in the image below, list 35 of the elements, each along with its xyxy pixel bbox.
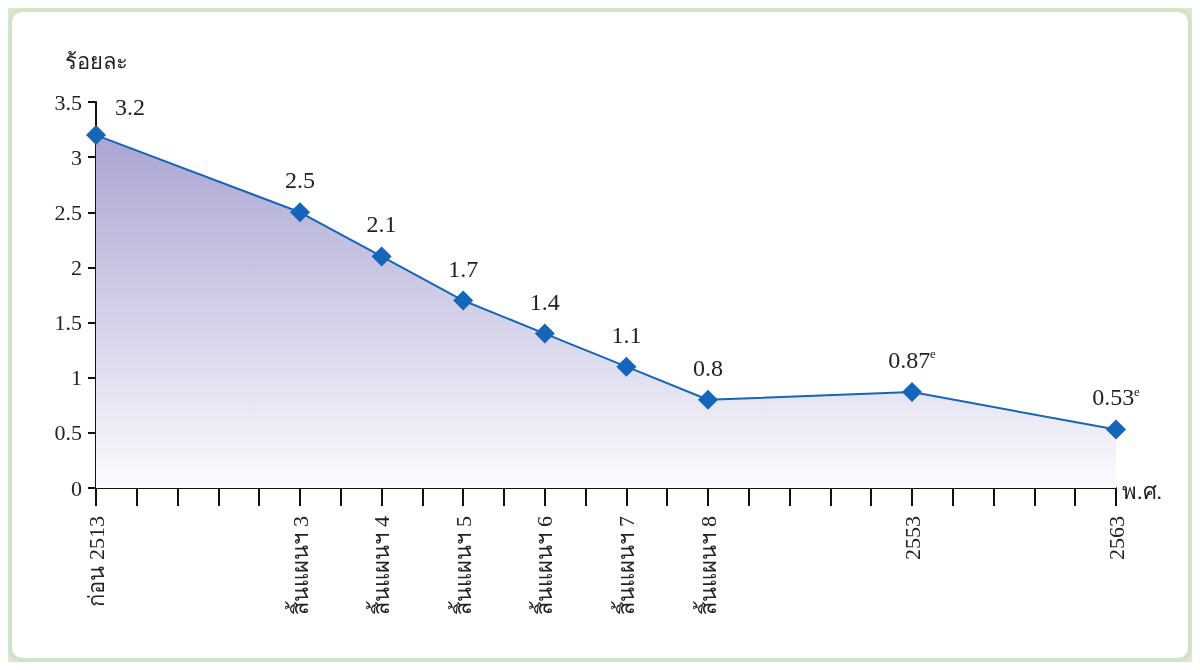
x-tick-label: ก่อน 2513 [83,516,109,607]
y-tick-label: 2 [71,254,82,280]
x-tick-label: สิ้นแผนฯ 6 [529,516,558,615]
x-tick-label: สิ้นแผนฯ 8 [692,516,721,615]
data-label: 1.1 [611,321,642,348]
point [1106,419,1126,440]
x-axis-title: พ.ศ. [1122,478,1162,504]
point [290,202,310,223]
data-label: 1.4 [529,288,560,315]
x-tick-label: สิ้นแผนฯ 3 [284,516,313,615]
point [534,323,555,344]
point [698,389,718,410]
x-tick-label: 2553 [899,516,925,560]
point [371,246,392,267]
data-label: 2.1 [366,211,397,238]
x-tick-label: สิ้นแผนฯ 4 [366,516,395,615]
data-label: 2.5 [285,167,315,194]
point [616,356,637,377]
y-tick-label: 1.5 [54,310,82,336]
y-tick-label: 0 [71,475,82,501]
x-tick-label: สิ้นแผนฯ 7 [610,516,639,615]
y-tick-label: 0.5 [54,420,82,446]
point [86,125,106,146]
data-label: 1.7 [448,255,479,282]
point [453,290,474,311]
y-tick-label: 2.5 [54,199,82,225]
y-tick-label: 1 [71,365,82,391]
x-tick-label: สิ้นแผนฯ 5 [447,516,476,615]
y-tick-label: 3.5 [54,89,82,115]
data-label: 3.2 [115,94,145,121]
point [902,382,922,403]
y-axis-title: ร้อยละ [64,48,128,74]
y-tick-label: 3 [71,144,82,170]
data-label: 0.8 [693,354,723,381]
x-tick-label: 2563 [1103,516,1129,560]
